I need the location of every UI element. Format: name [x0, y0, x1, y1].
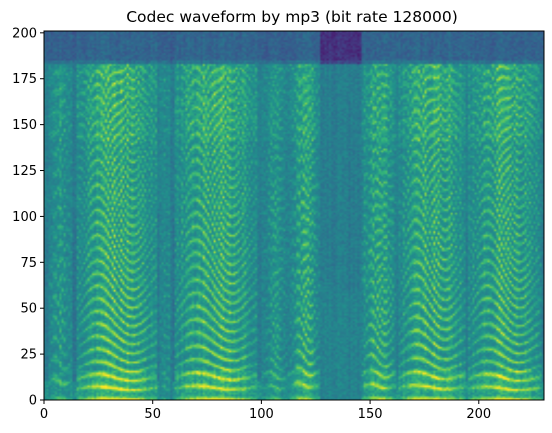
y-tick-label: 0	[29, 394, 37, 409]
y-tick-label: 50	[20, 302, 37, 317]
y-axis: 0 25 50 75 100 125 150 175 200	[12, 26, 44, 409]
chart-title: Codec waveform by mp3 (bit rate 128000)	[126, 8, 458, 26]
y-tick-label: 25	[20, 348, 37, 363]
x-tick-label: 150	[358, 407, 383, 422]
y-tick-label: 200	[12, 26, 37, 41]
y-tick-label: 75	[20, 256, 37, 271]
x-tick-label: 0	[40, 407, 48, 422]
plot-frame	[43, 30, 545, 401]
y-tick-label: 125	[12, 164, 37, 179]
heatmap-image	[44, 31, 544, 400]
y-tick-label: 100	[12, 210, 37, 225]
x-tick-label: 100	[249, 407, 274, 422]
x-tick-label: 50	[144, 407, 161, 422]
y-tick-label: 150	[12, 118, 37, 133]
y-tick-label: 175	[12, 72, 37, 87]
x-axis: 0 50 100 150 200	[40, 400, 491, 422]
x-tick-label: 200	[466, 407, 491, 422]
